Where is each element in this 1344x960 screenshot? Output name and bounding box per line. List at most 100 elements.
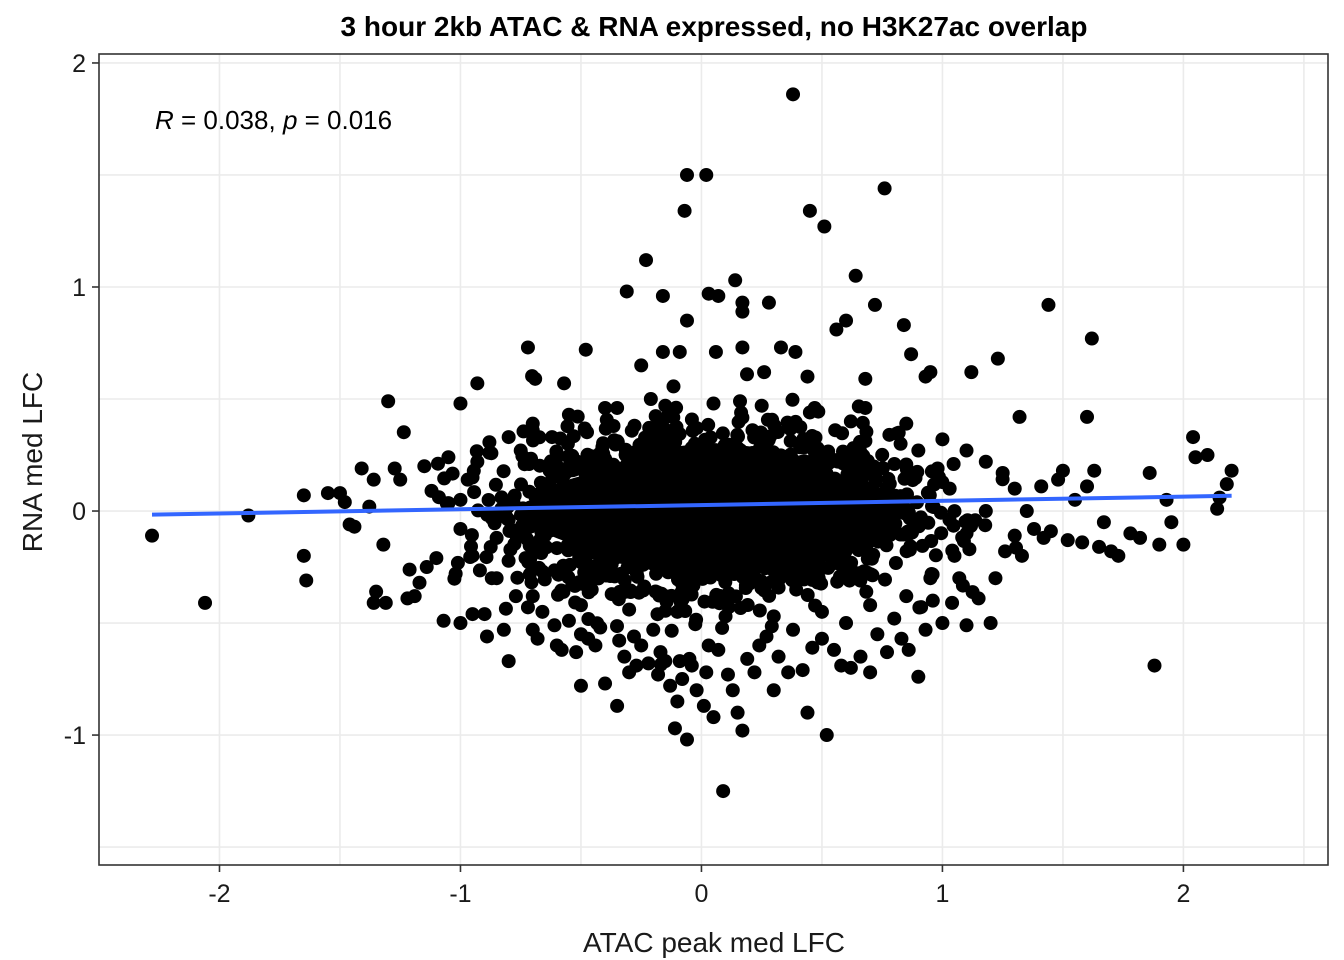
dense-point bbox=[635, 474, 650, 489]
dense-point bbox=[803, 433, 818, 448]
data-point bbox=[1012, 409, 1027, 424]
data-point bbox=[728, 273, 743, 288]
dense-point bbox=[688, 617, 703, 632]
data-point bbox=[983, 616, 998, 631]
data-point bbox=[735, 304, 750, 319]
data-point bbox=[843, 414, 858, 429]
dense-point bbox=[796, 502, 811, 517]
dense-point bbox=[808, 598, 823, 613]
annotation-r-symbol: R bbox=[155, 105, 174, 135]
data-point bbox=[412, 575, 427, 590]
dense-point bbox=[469, 444, 484, 459]
dense-point bbox=[771, 488, 786, 503]
dense-point bbox=[703, 430, 718, 445]
data-point bbox=[959, 443, 974, 458]
dense-point bbox=[622, 447, 637, 462]
data-point bbox=[1041, 297, 1056, 312]
data-point bbox=[530, 631, 545, 646]
dense-point bbox=[501, 553, 516, 568]
dense-point bbox=[485, 511, 500, 526]
dense-point bbox=[521, 555, 536, 570]
dense-point bbox=[774, 549, 789, 564]
dense-point bbox=[654, 657, 668, 672]
data-point bbox=[501, 654, 516, 669]
dense-point bbox=[549, 452, 564, 467]
dense-point bbox=[582, 518, 597, 533]
data-point bbox=[711, 288, 726, 303]
data-point bbox=[1188, 450, 1203, 465]
data-point bbox=[525, 589, 540, 604]
dense-point bbox=[816, 560, 831, 575]
dense-point bbox=[463, 550, 478, 564]
dense-point bbox=[899, 544, 914, 559]
dense-point bbox=[964, 518, 978, 533]
dense-point bbox=[718, 575, 733, 589]
data-point bbox=[699, 665, 714, 680]
dense-point bbox=[811, 404, 826, 419]
data-point bbox=[839, 313, 854, 328]
data-point bbox=[520, 340, 535, 355]
dense-point bbox=[946, 457, 961, 471]
dense-point bbox=[773, 448, 788, 463]
dense-point bbox=[747, 430, 762, 445]
chart-title: 3 hour 2kb ATAC & RNA expressed, no H3K2… bbox=[341, 11, 1088, 42]
dense-point bbox=[510, 570, 525, 585]
data-point bbox=[1210, 501, 1225, 516]
dense-point bbox=[855, 415, 870, 430]
dense-point bbox=[537, 572, 552, 587]
data-point bbox=[696, 698, 711, 713]
dense-point bbox=[791, 473, 806, 488]
data-point bbox=[805, 640, 820, 655]
dense-point bbox=[606, 457, 621, 472]
dense-point bbox=[855, 467, 869, 482]
dense-point bbox=[742, 447, 757, 462]
data-point bbox=[453, 616, 468, 631]
annotation-p-value: = 0.016 bbox=[297, 105, 392, 135]
data-point bbox=[634, 638, 649, 653]
data-point bbox=[1075, 535, 1090, 550]
dense-point bbox=[704, 537, 719, 552]
dense-point bbox=[813, 549, 828, 564]
data-point bbox=[887, 611, 902, 626]
data-point bbox=[706, 396, 721, 411]
data-point bbox=[988, 571, 1003, 586]
dense-point bbox=[507, 488, 522, 503]
data-point bbox=[716, 784, 731, 799]
dense-point bbox=[828, 423, 843, 438]
data-point bbox=[773, 340, 788, 355]
data-point bbox=[699, 167, 714, 182]
dense-point bbox=[925, 567, 940, 582]
data-point bbox=[1224, 463, 1239, 478]
dense-point bbox=[663, 453, 678, 468]
data-point bbox=[800, 369, 815, 384]
dense-point bbox=[561, 543, 576, 558]
dense-point bbox=[826, 553, 841, 568]
data-point bbox=[858, 371, 873, 386]
data-point bbox=[757, 365, 772, 380]
dense-point bbox=[522, 567, 537, 582]
dense-point bbox=[681, 456, 696, 471]
dense-point bbox=[472, 563, 487, 578]
data-point bbox=[419, 560, 434, 575]
data-point bbox=[1007, 528, 1022, 543]
data-point bbox=[354, 461, 369, 476]
dense-point bbox=[522, 538, 537, 553]
dense-point bbox=[706, 526, 721, 541]
dense-point bbox=[878, 572, 892, 587]
data-point bbox=[819, 728, 834, 743]
dense-point bbox=[618, 508, 632, 523]
dense-point bbox=[556, 508, 571, 523]
data-point bbox=[843, 660, 858, 675]
dense-point bbox=[568, 595, 583, 610]
dense-point bbox=[481, 493, 496, 507]
data-point bbox=[670, 694, 685, 709]
dense-point bbox=[752, 603, 767, 618]
dense-point bbox=[570, 409, 585, 424]
data-point bbox=[588, 638, 603, 653]
data-point bbox=[1133, 530, 1148, 545]
dense-point bbox=[570, 522, 585, 537]
data-point bbox=[1186, 430, 1201, 445]
dense-point bbox=[843, 517, 858, 532]
data-point bbox=[525, 416, 540, 431]
dense-point bbox=[767, 418, 782, 433]
